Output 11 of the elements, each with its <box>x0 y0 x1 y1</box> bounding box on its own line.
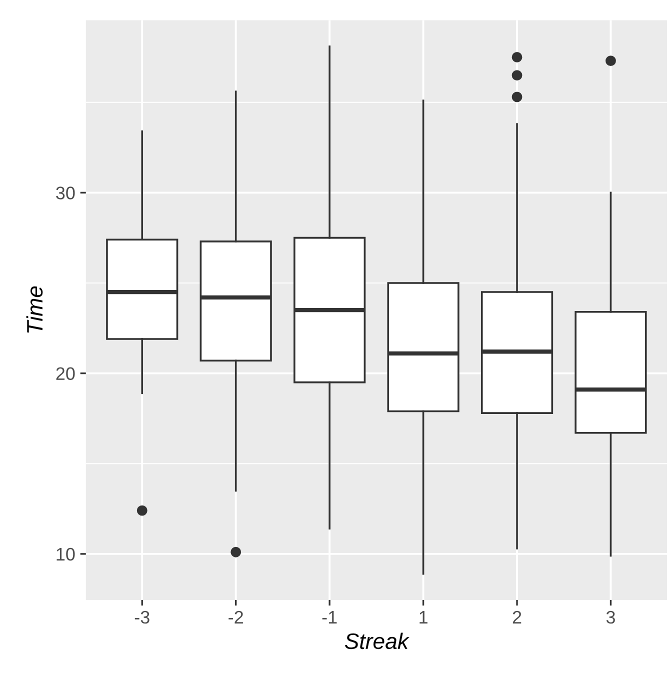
x-axis-title: Streak <box>344 632 410 650</box>
x-tick-label: -3 <box>134 610 150 624</box>
y-axis-title: Time <box>26 286 43 333</box>
y-tick-label: 30 <box>56 186 75 200</box>
x-tick-label: 1 <box>420 611 428 624</box>
x-tick-label: 3 <box>606 610 615 624</box>
x-tick-label: -2 <box>228 610 243 624</box>
y-tick-label: 20 <box>56 367 75 380</box>
x-tick-label: -1 <box>322 611 337 624</box>
x-tick-label: 2 <box>512 610 522 624</box>
y-tick-label: 10 <box>56 548 75 561</box>
